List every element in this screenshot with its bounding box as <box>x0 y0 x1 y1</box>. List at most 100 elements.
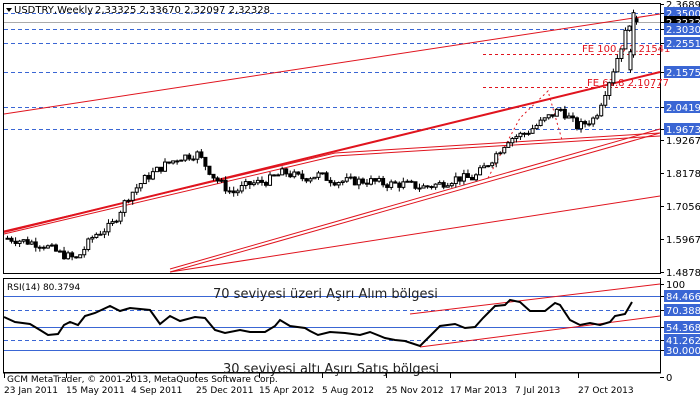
candle <box>530 124 535 134</box>
rsi-level-lines <box>4 296 660 351</box>
svg-text:4 Sep 2011: 4 Sep 2011 <box>131 386 182 396</box>
candle <box>619 48 624 62</box>
candle <box>53 243 58 252</box>
candle <box>397 181 402 192</box>
candle <box>308 176 313 184</box>
candle <box>498 151 503 155</box>
candle <box>171 160 176 165</box>
svg-text:2.36890: 2.36890 <box>666 0 700 11</box>
candle <box>90 235 95 243</box>
price-axis-label: 1.92670 <box>660 136 700 147</box>
triangle-down-icon[interactable] <box>6 8 12 12</box>
candle <box>494 151 499 168</box>
candle <box>445 182 450 188</box>
candle <box>175 159 180 165</box>
trend-channel <box>3 13 661 273</box>
price-axis[interactable]: 2.368902.350002.323282.303002.255192.157… <box>660 0 700 279</box>
candle <box>98 230 103 236</box>
svg-text:17 Mar 2013: 17 Mar 2013 <box>450 386 507 396</box>
svg-text:100: 100 <box>666 280 685 291</box>
candle <box>465 169 470 178</box>
candle <box>138 182 143 192</box>
candle <box>70 251 75 261</box>
candle <box>441 180 446 190</box>
svg-text:1.48780: 1.48780 <box>666 268 700 279</box>
svg-text:25 Nov 2012: 25 Nov 2012 <box>386 386 444 396</box>
rsi-axis-label: 41.26214 <box>660 334 700 347</box>
svg-text:2.25519: 2.25519 <box>666 39 700 50</box>
svg-text:15 Apr 2012: 15 Apr 2012 <box>259 386 315 396</box>
candle <box>255 176 260 186</box>
candle <box>247 181 252 189</box>
candle <box>558 107 563 112</box>
candle <box>62 246 67 260</box>
candle <box>320 172 325 175</box>
candle <box>150 167 155 181</box>
svg-text:25 Dec 2011: 25 Dec 2011 <box>196 386 254 396</box>
candle <box>360 177 365 185</box>
candle <box>421 183 426 189</box>
overbought-annotation: 70 seviyesi üzeri Aşırı Alım bölgesi <box>213 287 438 302</box>
time-axis-label: 25 Dec 2011 <box>196 373 254 396</box>
candle <box>385 183 390 192</box>
candle <box>66 250 71 260</box>
rsi-axis-label: 54.36893 <box>660 321 700 334</box>
candle <box>94 232 99 239</box>
time-axis-label: 5 Aug 2012 <box>322 373 374 396</box>
price-axis-label: 2.15754 <box>660 66 700 79</box>
candle <box>449 182 454 188</box>
candle <box>187 152 192 161</box>
price-panel[interactable] <box>3 3 661 274</box>
candle <box>17 239 22 247</box>
candle <box>5 235 10 240</box>
svg-text:2.30300: 2.30300 <box>666 25 700 36</box>
candle <box>627 25 632 32</box>
svg-text:0: 0 <box>666 373 672 384</box>
candle <box>296 171 301 176</box>
svg-text:5 Aug 2012: 5 Aug 2012 <box>322 386 374 396</box>
candle <box>106 219 111 236</box>
candle <box>429 185 434 190</box>
candle <box>417 183 422 192</box>
candle <box>526 130 531 136</box>
svg-text:41.26214: 41.26214 <box>666 336 700 347</box>
candle <box>364 178 369 187</box>
candle <box>29 239 34 245</box>
candle <box>433 183 438 190</box>
svg-text:27 Oct 2013: 27 Oct 2013 <box>578 386 634 396</box>
candle <box>49 243 54 247</box>
candle <box>486 165 491 168</box>
candle <box>130 191 135 205</box>
svg-text:1.70560: 1.70560 <box>666 202 700 213</box>
candle <box>502 146 507 155</box>
rsi-panel[interactable] <box>3 278 661 373</box>
candle <box>595 113 600 120</box>
candle <box>607 81 612 100</box>
svg-text:1.96738: 1.96738 <box>666 125 700 136</box>
candle <box>58 249 63 253</box>
rsi-label: RSI(14) 80.3794 <box>7 283 80 293</box>
candle <box>405 179 410 183</box>
candle <box>179 159 184 162</box>
candle <box>219 177 224 183</box>
candle <box>191 155 196 162</box>
fe618-label: FE 61.8 2.10777 <box>587 78 669 89</box>
candle <box>336 181 341 189</box>
candle <box>437 180 442 185</box>
price-axis-label: 1.59670 <box>660 235 700 246</box>
svg-text:84.46602: 84.46602 <box>666 292 700 303</box>
chart-header[interactable]: USDTRY,Weekly 2,33325 2,33670 2,32097 2,… <box>6 5 270 16</box>
candle <box>562 105 567 120</box>
rsi-axis-label: 84.46602 <box>660 290 700 303</box>
svg-text:2.04190: 2.04190 <box>666 103 700 114</box>
time-axis[interactable]: 23 Jan 2011 15 May 2011 4 Sep 2011 25 Dec 2… <box>3 372 661 396</box>
candle <box>554 107 559 117</box>
svg-text:1.81780: 1.81780 <box>666 169 700 180</box>
candle <box>574 116 579 131</box>
svg-text:1.92670: 1.92670 <box>666 136 700 147</box>
candle <box>340 180 345 186</box>
symbol-label: USDTRY,Weekly <box>14 5 93 16</box>
candle <box>276 173 281 177</box>
candle <box>510 137 515 147</box>
